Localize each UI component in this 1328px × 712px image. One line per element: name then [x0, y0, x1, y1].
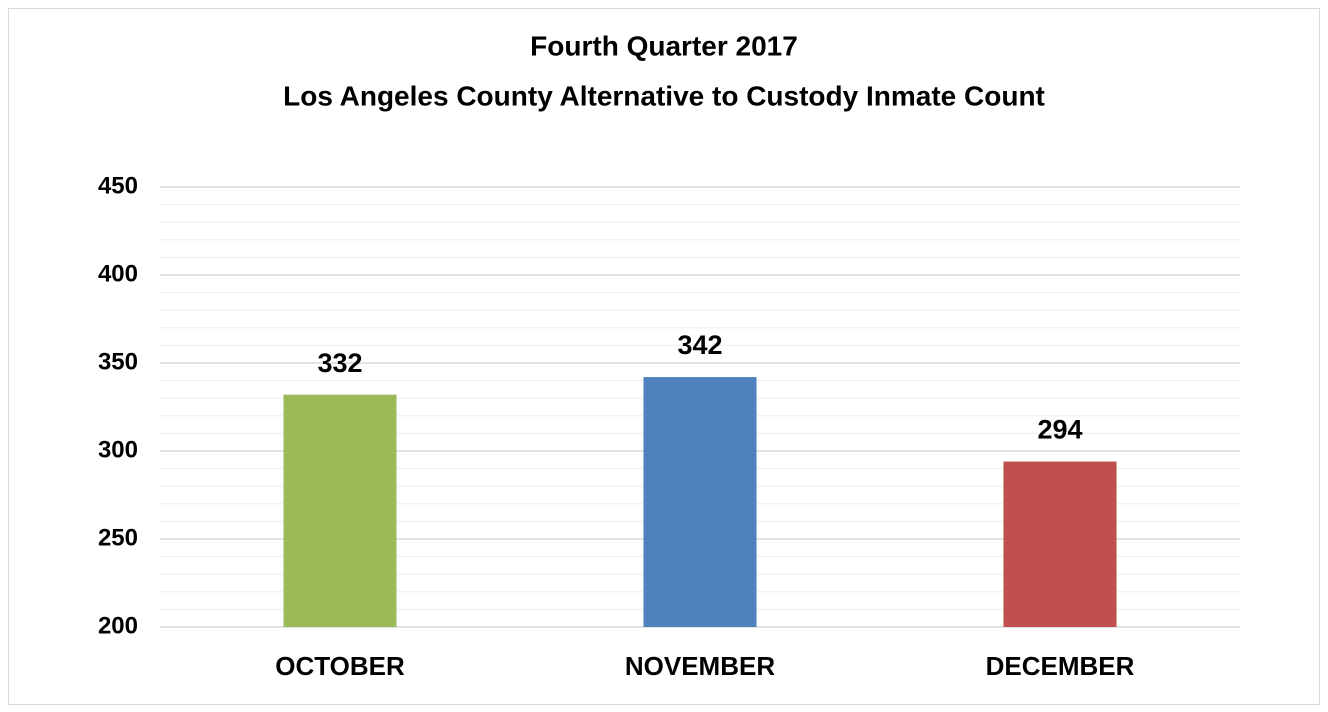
x-tick-label: NOVEMBER [625, 651, 775, 681]
chart-title: Los Angeles County Alternative to Custod… [283, 80, 1045, 111]
chart-title: Fourth Quarter 2017 [530, 30, 798, 61]
y-tick-label: 450 [98, 172, 138, 199]
y-tick-label: 200 [98, 612, 138, 639]
x-tick-label: OCTOBER [275, 651, 405, 681]
y-tick-label: 250 [98, 524, 138, 551]
y-tick-label: 400 [98, 260, 138, 287]
data-label: 332 [317, 348, 362, 378]
bar [283, 394, 397, 627]
bar [1003, 461, 1117, 627]
data-label: 294 [1037, 415, 1082, 445]
y-tick-label: 350 [98, 348, 138, 375]
x-tick-label: DECEMBER [986, 651, 1135, 681]
data-label: 342 [677, 330, 722, 360]
bar [643, 377, 757, 627]
y-tick-label: 300 [98, 436, 138, 463]
